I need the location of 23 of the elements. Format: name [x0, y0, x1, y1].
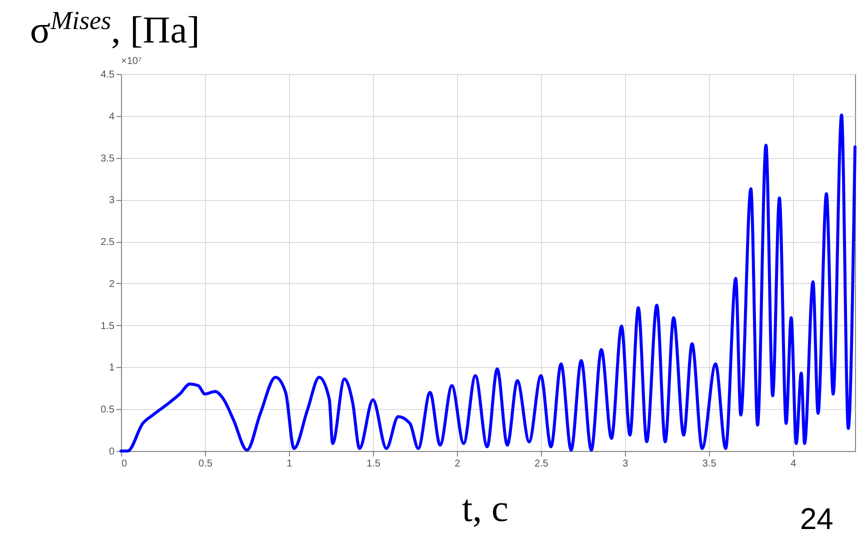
y-tick-label: 4.5 — [100, 70, 115, 80]
y-tick-label: 2.5 — [100, 237, 115, 248]
y-tick-label: 1.5 — [100, 320, 115, 332]
y-axis-title: σ$^{Mises}$, [Па] — [30, 6, 200, 52]
x-tick-label: 0.5 — [198, 458, 213, 470]
text: 24 — [800, 503, 834, 536]
x-tick-label: 4 — [790, 458, 797, 470]
y-tick-label: 2 — [108, 278, 115, 290]
x-tick-label: 2.5 — [534, 458, 549, 470]
y-tick-label: 3 — [108, 195, 115, 206]
x-tick-label: 1.5 — [366, 458, 381, 470]
x-tick-label: 3 — [622, 458, 629, 470]
x-tick-label: 1 — [286, 458, 293, 470]
text: ×10⁷ — [121, 56, 142, 67]
x-axis-title: t, с — [462, 488, 508, 530]
y-tick-label: 0 — [108, 446, 115, 458]
x-tick-label: 0 — [122, 458, 128, 470]
y-tick-label: 4 — [108, 111, 115, 122]
x-tick-label: 2 — [454, 458, 461, 470]
y-tick-label: 1 — [108, 362, 115, 374]
x-tick-label: 3.5 — [702, 458, 717, 470]
y-tick-label: 3.5 — [100, 153, 115, 164]
y-tick-label: 0.5 — [100, 404, 115, 416]
